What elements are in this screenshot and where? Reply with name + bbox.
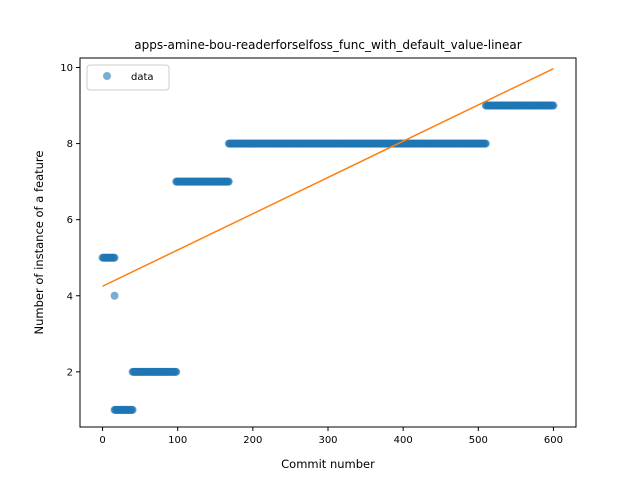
y-tick-label: 6	[67, 215, 73, 226]
plot-marks	[98, 67, 558, 414]
x-tick-label: 300	[318, 435, 337, 446]
y-tick-label: 2	[67, 367, 73, 378]
x-tick-label: 0	[99, 435, 105, 446]
x-tick-label: 200	[243, 435, 262, 446]
y-tick-label: 4	[67, 291, 73, 302]
axes: 0 100 200 300 400 500 600 2 4 6 8 10	[60, 57, 577, 446]
x-tick-label: 100	[168, 435, 187, 446]
x-tick-label: 500	[469, 435, 488, 446]
x-tick-label: 600	[544, 435, 563, 446]
legend: data	[86, 64, 170, 91]
legend-entry-data: data	[131, 72, 154, 83]
data-point	[110, 253, 119, 262]
fit-line	[102, 67, 554, 287]
data-point	[224, 177, 233, 186]
data-point	[110, 291, 119, 300]
data-point	[549, 101, 558, 110]
plot-background	[80, 58, 576, 427]
y-tick-label: 8	[67, 139, 73, 150]
y-axis-label: Number of instance of a feature	[32, 151, 46, 335]
x-tick-label: 400	[394, 435, 413, 446]
chart-title: apps-amine-bou-readerforselfoss_func_wit…	[134, 38, 521, 52]
x-axis-label: Commit number	[281, 457, 375, 471]
data-point	[128, 405, 137, 414]
legend-marker	[103, 72, 111, 80]
data-point	[172, 367, 181, 376]
legend-frame	[86, 64, 170, 91]
data-point	[481, 139, 490, 148]
y-tick-label: 10	[60, 63, 73, 74]
